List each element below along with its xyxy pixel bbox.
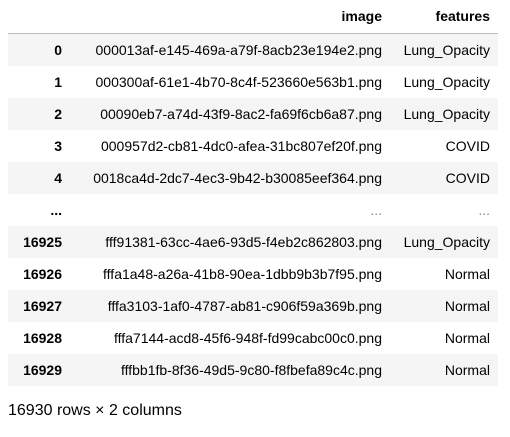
row-index: 3 bbox=[54, 138, 62, 154]
cell-features: Normal bbox=[444, 298, 490, 314]
table-row: 0 000013af-e145-469a-a79f-8acb23e194e2.p… bbox=[8, 33, 498, 66]
row-index: 16926 bbox=[23, 266, 62, 282]
cell-image: ... bbox=[370, 202, 382, 218]
row-index: 16925 bbox=[23, 234, 62, 250]
cell-image: 000957d2-cb81-4dc0-afea-31bc807ef20f.png bbox=[100, 138, 382, 154]
row-index: 2 bbox=[54, 106, 62, 122]
row-index: 16928 bbox=[23, 330, 62, 346]
cell-image: fffbb1fb-8f36-49d5-9c80-f8fbefa89c4c.png bbox=[120, 362, 382, 378]
cell-features: Lung_Opacity bbox=[403, 42, 490, 58]
cell-image: fffa1a48-a26a-41b8-90ea-1dbb9b3b7f95.png bbox=[103, 266, 382, 282]
cell-image: fffa3103-1af0-4787-ab81-c906f59a369b.png bbox=[107, 298, 382, 314]
cell-features: Normal bbox=[444, 330, 490, 346]
cell-image: 0018ca4d-2dc7-4ec3-9b42-b30085eef364.png bbox=[93, 170, 382, 186]
cell-features: Normal bbox=[444, 362, 490, 378]
table-row: 16927 fffa3103-1af0-4787-ab81-c906f59a36… bbox=[8, 290, 498, 322]
table-row: 16926 fffa1a48-a26a-41b8-90ea-1dbb9b3b7f… bbox=[8, 258, 498, 290]
cell-image: fffa7144-acd8-45f6-948f-fd99cabc00c0.png bbox=[113, 330, 382, 346]
row-index: 4 bbox=[54, 170, 62, 186]
table-row: 4 0018ca4d-2dc7-4ec3-9b42-b30085eef364.p… bbox=[8, 162, 498, 194]
cell-features: Lung_Opacity bbox=[403, 234, 490, 250]
table-row: 16929 fffbb1fb-8f36-49d5-9c80-f8fbefa89c… bbox=[8, 354, 498, 386]
dataframe-shape: 16930 rows × 2 columns bbox=[8, 402, 182, 419]
dataframe-table: image features 0 000013af-e145-469a-a79f… bbox=[8, 0, 498, 386]
index-column-header bbox=[8, 0, 70, 34]
cell-features: Lung_Opacity bbox=[403, 74, 490, 90]
table-row: 16928 fffa7144-acd8-45f6-948f-fd99cabc00… bbox=[8, 322, 498, 354]
cell-image: 000300af-61e1-4b70-8c4f-523660e563b1.png bbox=[95, 74, 382, 90]
table-body: 0 000013af-e145-469a-a79f-8acb23e194e2.p… bbox=[8, 33, 498, 386]
row-index: ... bbox=[50, 202, 62, 218]
cell-features: COVID bbox=[445, 170, 490, 186]
header-row: image features bbox=[8, 0, 498, 34]
table-row: 2 00090eb7-a74d-43f9-8ac2-fa69f6cb6a87.p… bbox=[8, 98, 498, 130]
cell-features: COVID bbox=[445, 138, 490, 154]
table-row: 1 000300af-61e1-4b70-8c4f-523660e563b1.p… bbox=[8, 66, 498, 98]
cell-image: 000013af-e145-469a-a79f-8acb23e194e2.png bbox=[95, 42, 382, 58]
row-index: 0 bbox=[54, 42, 62, 58]
cell-features: ... bbox=[478, 202, 490, 218]
row-index: 1 bbox=[54, 74, 62, 90]
column-header-image: image bbox=[70, 0, 390, 34]
row-index: 16927 bbox=[23, 298, 62, 314]
table-row: 16925 fff91381-63cc-4ae6-93d5-f4eb2c8628… bbox=[8, 226, 498, 258]
table-row: 3 000957d2-cb81-4dc0-afea-31bc807ef20f.p… bbox=[8, 130, 498, 162]
table-header: image features bbox=[8, 0, 498, 34]
column-header-features: features bbox=[390, 0, 498, 34]
cell-image: 00090eb7-a74d-43f9-8ac2-fa69f6cb6a87.png bbox=[100, 106, 382, 122]
ellipsis-row: ... ... ... bbox=[8, 194, 498, 226]
cell-features: Lung_Opacity bbox=[403, 106, 490, 122]
cell-features: Normal bbox=[444, 266, 490, 282]
cell-image: fff91381-63cc-4ae6-93d5-f4eb2c862803.png bbox=[105, 234, 382, 250]
row-index: 16929 bbox=[23, 362, 62, 378]
